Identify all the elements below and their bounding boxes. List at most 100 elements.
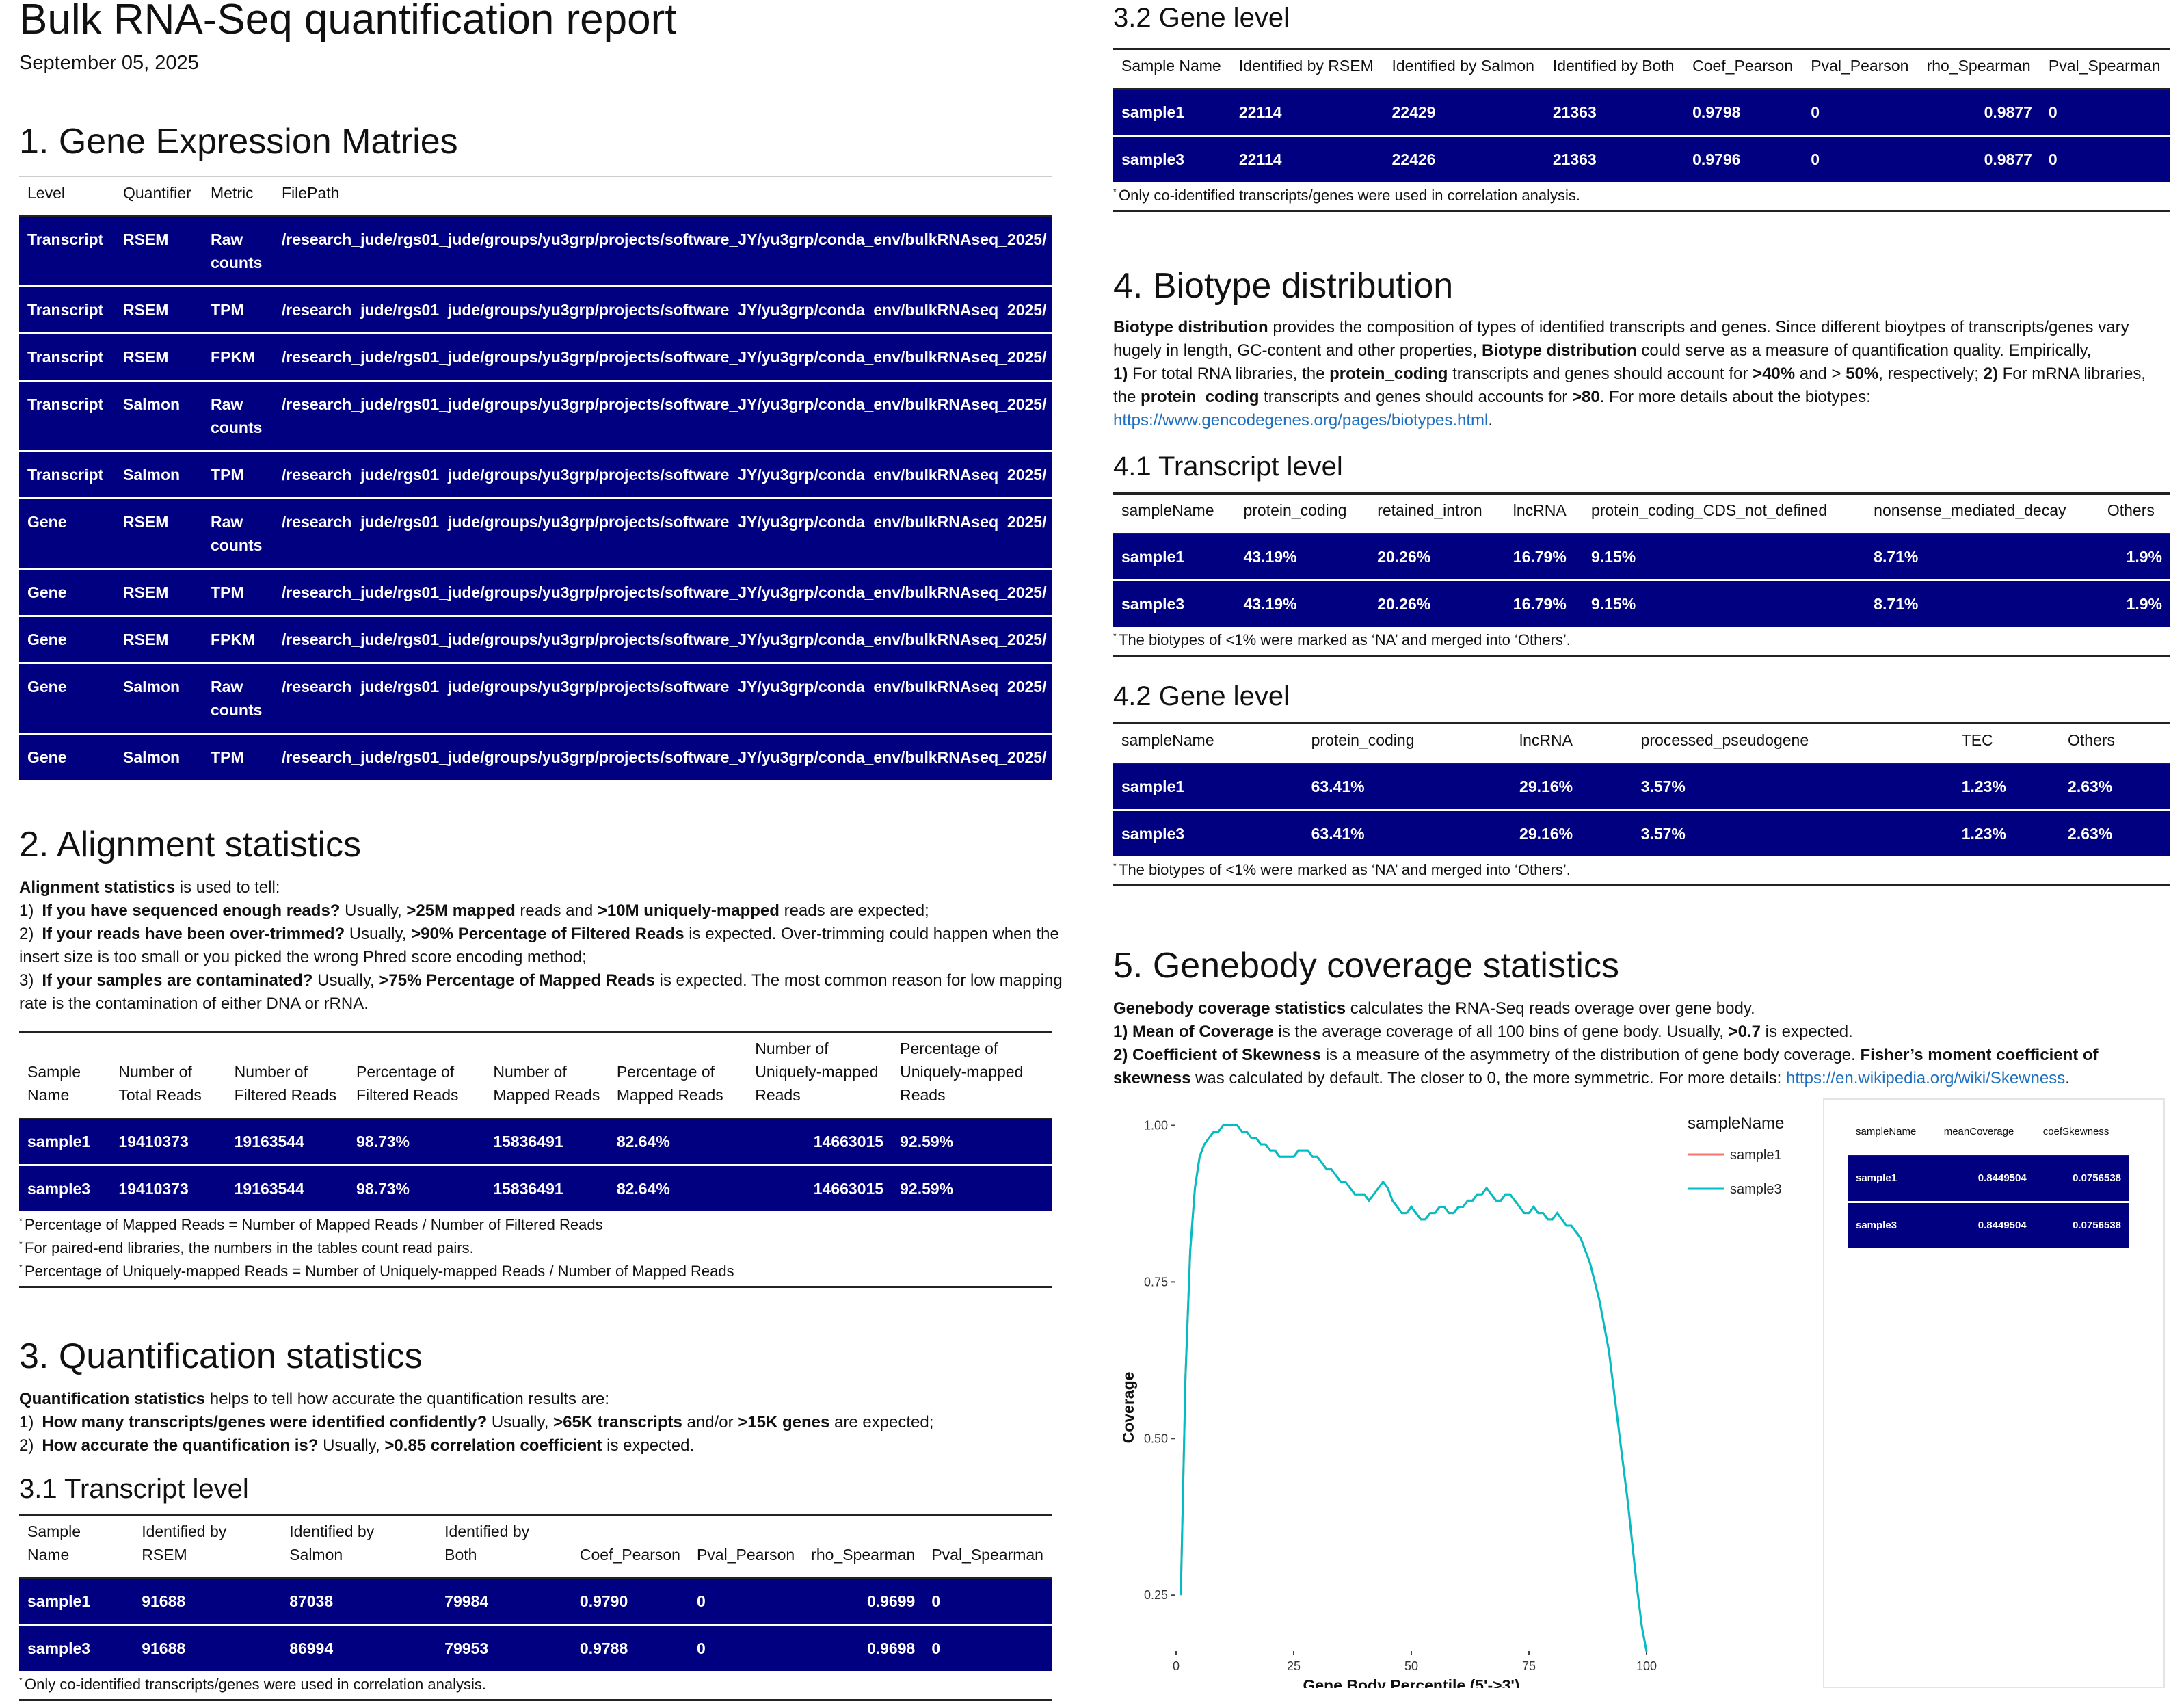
column-header: Identified by RSEM [142,1522,227,1564]
column-header: retained_intron [1377,501,1482,519]
item-part: If your samples are contaminated? [42,971,313,990]
table-cell: sample3 [19,1624,134,1672]
table-cell: sample3 [19,1165,111,1213]
table-cell: 1.9% [2099,533,2170,581]
table-cell: TPM [202,286,274,334]
quant-intro: Quantification statistics helps to tell … [19,1388,1078,1458]
item-text: For total RNA libraries, the [1128,365,1330,383]
quant-gene-footnote: Only co-identified transcripts/genes wer… [1113,180,2170,212]
page-title: Bulk RNA-Seq quantification report [19,0,677,43]
list-item: 3) If your samples are contaminated? Usu… [19,969,1078,1016]
y-tick-label: 0.25 [1144,1588,1168,1602]
table-cell: 0.9877 [1918,135,2040,183]
table-row: Gene Salmon TPM/research_jude/rgs01_jude/g… [19,733,1052,781]
table-cell: sample1 [19,1118,111,1165]
table-cell: 63.41% [1303,810,1512,858]
table-row: sample3 63.41% 29.16% 3.57% 1.23% 2.63% [1113,810,2170,858]
biotype-transcript-table: sampleName protein_coding retained_intron l… [1113,495,2170,629]
table-cell: /research_jude/rgs01_jude/groups/yu3grp/… [274,663,1052,734]
table-cell: sample1 [1113,533,1236,581]
item-number: 2) [1983,365,1998,383]
table-row: Gene RSEM TPM/research_jude/rgs01_jude/gro… [19,568,1052,616]
table-cell: Raw counts [202,380,274,451]
table-cell: Transcript [19,286,115,334]
table-cell: 91688 [133,1624,282,1672]
table-cell: Gene [19,568,115,616]
column-header: sampleName [1121,731,1214,749]
table-cell: /research_jude/rgs01_jude/groups/yu3grp/… [274,616,1052,663]
skewness-link[interactable]: https://en.wikipedia.org/wiki/Skewness [1786,1069,2066,1087]
column-header: Identified by Both [444,1522,530,1564]
table-cell: TPM [202,451,274,499]
table-cell: 82.64% [608,1118,747,1165]
column-header: Percentage of Uniquely-mapped Reads [900,1040,1024,1104]
intro-text: provides the composition of types of ide… [1113,318,2129,360]
table-cell: 92.59% [892,1118,1052,1165]
item-text: are expected; [829,1413,934,1432]
footnote-text: Percentage of Uniquely-mapped Reads = Nu… [19,1256,1052,1283]
quant-transcript-table: Sample Name Identified by RSEM Identified … [19,1516,1052,1673]
table-cell: 1.9% [2099,580,2170,628]
column-header: protein_coding [1311,731,1415,749]
biotypes-link[interactable]: https://www.gencodegenes.org/pages/bioty… [1113,411,1489,430]
item-number: 1) [1113,365,1128,383]
table-cell: TPM [202,568,274,616]
table-cell: 9.15% [1582,580,1866,628]
table-cell: /research_jude/rgs01_jude/groups/yu3grp/… [274,286,1052,334]
table-cell: 22426 [1383,135,1545,183]
list-item: 1) If you have sequenced enough reads? U… [19,899,1078,923]
table-cell: sample1 [19,1578,134,1625]
x-tick-label: 50 [1404,1659,1418,1673]
alignment-footnotes: Percentage of Mapped Reads = Number of M… [19,1209,1052,1288]
table-cell: Transcript [19,451,115,499]
table-cell: 19410373 [110,1165,226,1213]
table-cell: 0.9699 [803,1578,924,1625]
table-cell: /research_jude/rgs01_jude/groups/yu3grp/… [274,380,1052,451]
x-axis-label: Gene Body Percentile (5'->3') [1303,1676,1519,1688]
item-part: >90% Percentage of Filtered Reads [411,925,684,943]
col-filepath: FilePath [282,184,340,202]
footnote-text: Percentage of Mapped Reads = Number of M… [19,1209,1052,1237]
item-bold: 50% [1846,365,1879,383]
table-cell: 8.71% [1865,580,2099,628]
alignment-table: Sample Name Number of Total Reads Number o… [19,1033,1052,1213]
table-cell: 0 [1802,135,1919,183]
item-bold: >65K transcripts [553,1413,682,1432]
table-cell: 19163544 [226,1118,348,1165]
genebody-intro: Genebody coverage statistics calculates … [1113,997,2166,1090]
table-cell: Salmon [115,380,202,451]
item-part: >75% Percentage of Mapped Reads [379,971,655,990]
item-part: reads are expected; [779,901,929,920]
item-part: Usually, [340,901,407,920]
item-text: is a measure of the asymmetry of the dis… [1321,1046,1861,1064]
table-row: sample1 19410373 19163544 98.73% 15836491 82.… [19,1118,1052,1165]
item-part: is expected. Over-trimming could happen … [19,925,1059,966]
table-row: Transcript RSEM FPKM/research_jude/rgs01_j… [19,333,1052,381]
column-header: Percentage of Filtered Reads [356,1063,459,1104]
table-cell: sample3 [1848,1202,1936,1250]
item-part: >25M mapped [406,901,516,920]
column-header: rho_Spearman [1926,57,2031,75]
table-cell: 29.16% [1511,763,1633,810]
gene-expression-table-wrap: Level Quantifier Metric FilePath Transcr… [19,176,1052,782]
table-cell: 79953 [436,1624,572,1672]
table-cell: 21363 [1544,89,1685,136]
item-bold: 1) Mean of Coverage [1113,1023,1274,1041]
item-part: 3) [19,971,42,990]
table-cell: 22429 [1383,89,1545,136]
table-cell: 0 [688,1624,803,1672]
footnote-text: For paired-end libraries, the numbers in… [19,1232,1052,1260]
item-text: is the average coverage of all 100 bins … [1273,1023,1729,1041]
item-bold: >40% [1753,365,1796,383]
y-axis-label: Coverage [1119,1372,1137,1444]
column-header: Identified by Salmon [1391,57,1534,75]
table-cell: FPKM [202,333,274,381]
table-cell: 1.23% [1953,763,2060,810]
list-item: 2) If your reads have been over-trimmed?… [19,923,1078,969]
table-row: Gene RSEM Raw counts/research_jude/rgs01_j… [19,498,1052,569]
table-cell: 21363 [1544,135,1685,183]
item-bold: protein_coding [1329,365,1448,383]
x-tick-label: 75 [1522,1659,1536,1673]
table-cell: /research_jude/rgs01_jude/groups/yu3grp/… [274,568,1052,616]
table-cell: TPM [202,733,274,781]
